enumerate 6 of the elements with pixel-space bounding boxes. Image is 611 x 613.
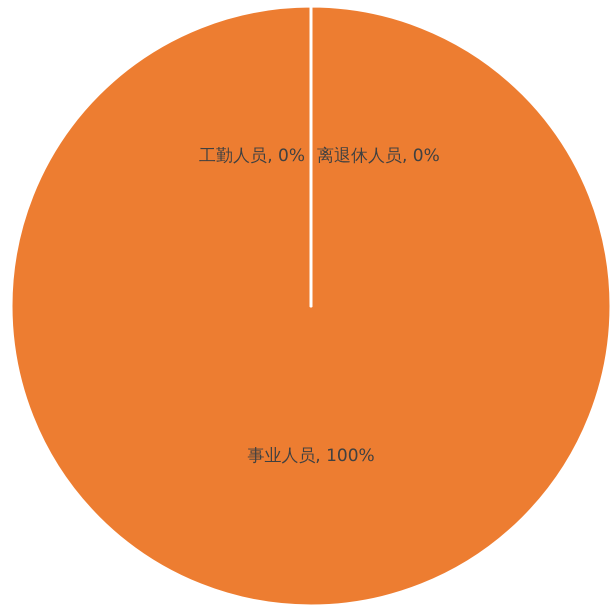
text: , 0% [402, 146, 440, 166]
category-label: 工勤人员 [199, 146, 268, 166]
data-label: , 100% [315, 446, 375, 466]
category-label: 离退休人员 [317, 146, 402, 166]
text: , 0% [267, 146, 305, 166]
slice-label: 事业人员 [247, 446, 316, 466]
